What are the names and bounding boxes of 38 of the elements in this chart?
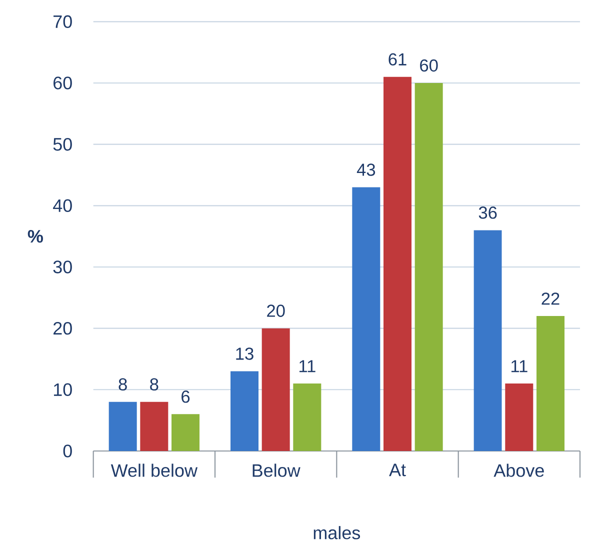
data-label: 6 <box>182 390 190 403</box>
bar <box>140 402 168 451</box>
bar <box>505 384 534 451</box>
y-tick-label: 20 <box>54 322 72 335</box>
bar <box>383 76 412 451</box>
data-label: 11 <box>511 360 528 372</box>
bar <box>474 230 502 451</box>
y-tick-label: 60 <box>54 76 72 90</box>
data-label: 36 <box>478 206 497 219</box>
x-tick-label: Well below <box>110 464 198 477</box>
bar <box>293 384 322 451</box>
y-tick-label: 50 <box>53 138 72 151</box>
data-label: 43 <box>356 164 376 176</box>
y-axis-title: % <box>28 230 43 243</box>
x-axis-title: males <box>314 526 360 540</box>
bar <box>230 371 258 451</box>
x-tick-label: Above <box>494 464 544 477</box>
y-tick-label: 0 <box>63 444 72 458</box>
data-label: 13 <box>236 348 254 360</box>
bar <box>414 82 443 451</box>
data-label: 11 <box>299 360 316 372</box>
data-label: 20 <box>267 304 285 317</box>
x-tick-label: At <box>389 464 406 476</box>
x-tick-label: Below <box>252 464 300 477</box>
bar <box>536 316 564 451</box>
data-label: 60 <box>420 59 438 72</box>
bar <box>262 328 290 451</box>
bar <box>108 402 137 451</box>
y-tick-label: 70 <box>54 15 72 28</box>
y-tick-label: 10 <box>54 383 72 396</box>
data-label: 61 <box>388 53 406 66</box>
data-label: 8 <box>118 378 127 391</box>
bar <box>352 187 380 451</box>
bar <box>172 414 200 451</box>
data-label: 22 <box>542 292 560 305</box>
data-label: 8 <box>150 378 158 391</box>
y-tick-label: 40 <box>53 199 72 212</box>
y-tick-label: 30 <box>53 260 72 274</box>
